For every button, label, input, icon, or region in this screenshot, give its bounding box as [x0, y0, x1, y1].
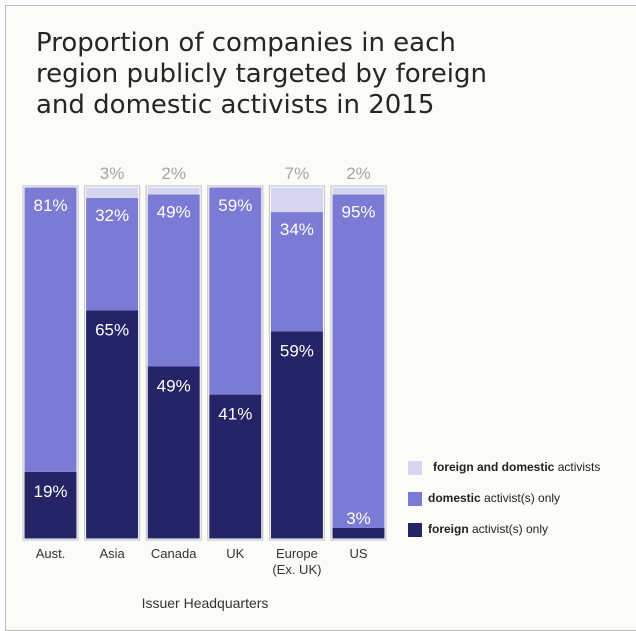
bar-data-label: 59%	[218, 196, 252, 215]
bar-segment	[86, 310, 139, 539]
bar-top-label: 3%	[100, 164, 125, 183]
bar-data-label: 3%	[346, 509, 371, 528]
legend-swatch	[408, 492, 422, 506]
bar-segment	[209, 187, 262, 395]
bar-segment	[270, 212, 323, 332]
legend-label-rest: activists	[554, 460, 601, 474]
x-tick-label: UK	[226, 546, 244, 561]
x-tick-label: US	[349, 546, 367, 561]
bar-top-label: 2%	[161, 164, 186, 183]
bar-segment	[209, 394, 262, 539]
bar-segment	[24, 471, 77, 539]
legend-label-rest: activist(s) only	[480, 491, 561, 505]
bar-segment	[332, 187, 385, 195]
x-tick-label: Canada	[151, 546, 197, 561]
x-tick-label: Aust.	[36, 546, 66, 561]
x-tick-label: Europe	[276, 546, 318, 561]
bar-segment	[270, 187, 323, 213]
legend-swatch	[408, 523, 422, 537]
bar-data-label: 34%	[280, 220, 314, 239]
bar-data-label: 49%	[157, 203, 191, 222]
bar-data-label: 19%	[33, 482, 67, 501]
bar-data-label: 32%	[95, 206, 129, 225]
bar-segment	[270, 331, 323, 539]
stacked-bar-chart: 19% 81% Aust. 65% 32% 3% Asia 49% 49% 2% Canada 41%…	[22, 164, 387, 611]
x-axis-title: Issuer Headquarters	[142, 595, 269, 611]
legend-label-bold: domestic	[428, 491, 481, 505]
bar-top-label: 7%	[285, 164, 310, 183]
legend-swatch	[408, 461, 422, 475]
legend-label-rest: activist(s) only	[468, 522, 549, 536]
bar-data-label: 59%	[280, 341, 314, 360]
chart-title: Proportion of companies in each region p…	[36, 28, 487, 120]
legend-label: domestic activist(s) only	[428, 491, 560, 505]
bar-segment	[332, 527, 385, 539]
bar-segment	[147, 194, 200, 367]
bar-data-label: 49%	[157, 377, 191, 396]
legend-label: foreign and domestic activists	[433, 460, 600, 474]
legend-label: foreign activist(s) only	[428, 522, 548, 536]
legend-label-bold: foreign and domestic	[433, 460, 555, 474]
bar-top-label: 2%	[346, 164, 371, 183]
bar-segment	[86, 198, 139, 311]
bar-segment	[332, 194, 385, 528]
bar-segment	[147, 366, 200, 539]
x-tick-label: (Ex. UK)	[272, 562, 321, 577]
bar-data-label: 41%	[218, 405, 252, 424]
bar-data-label: 81%	[33, 196, 67, 215]
x-tick-label: Asia	[99, 546, 125, 561]
bar-segment	[86, 187, 139, 199]
bar-segment	[147, 187, 200, 195]
bar-segment	[24, 187, 77, 472]
legend-label-bold: foreign	[428, 522, 469, 536]
bar-data-label: 95%	[341, 203, 375, 222]
bar-data-label: 65%	[95, 320, 129, 339]
